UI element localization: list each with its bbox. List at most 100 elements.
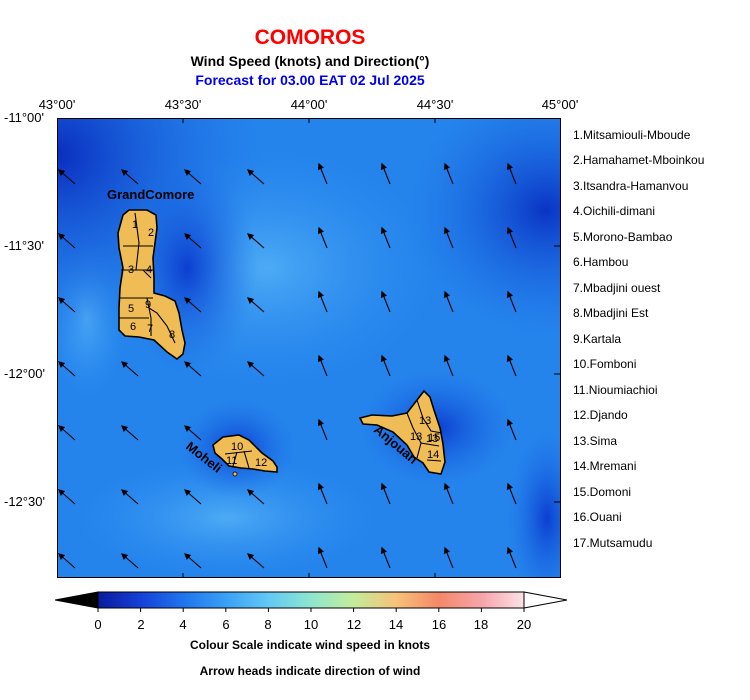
wind-arrow	[317, 418, 328, 441]
legend-item: 14.Mremani	[573, 459, 637, 473]
legend-item: 3.Itsandra-Hamanvou	[573, 179, 689, 193]
forecast-time: Forecast for 03.00 EAT 02 Jul 2025	[195, 72, 425, 88]
wind-arrow	[380, 226, 391, 249]
wind-arrow	[506, 290, 517, 313]
wind-arrow	[121, 425, 139, 441]
colour-bar-tick-label: 8	[264, 617, 272, 632]
wind-arrow	[443, 162, 454, 185]
colour-bar-tick-label: 0	[94, 617, 102, 632]
region-number: 14	[427, 449, 439, 461]
longitude-label: 43°30'	[164, 97, 202, 112]
legend-item: 15.Domoni	[573, 485, 632, 499]
wind-arrow	[247, 233, 265, 249]
region-number: 11	[226, 455, 237, 467]
strong-wind-area	[507, 428, 561, 578]
colour-bar	[55, 591, 568, 612]
colour-bar-tick-label: 10	[303, 617, 319, 632]
colour-bar-gradient	[97, 591, 525, 609]
arrow-caption: Arrow heads indicate direction of wind	[199, 664, 421, 678]
longitude-label: 45°00'	[541, 97, 579, 112]
wind-arrow	[184, 169, 202, 185]
longitude-label: 44°30'	[416, 97, 454, 112]
wind-arrow	[184, 361, 202, 377]
legend-item: 5.Morono-Bambao	[573, 230, 673, 244]
colour-scale-caption: Colour Scale indicate wind speed in knot…	[189, 638, 431, 652]
region-number: 1	[132, 219, 138, 231]
wind-arrow	[380, 290, 391, 313]
wind-arrow	[247, 297, 265, 313]
region-number: 3	[128, 264, 134, 276]
wind-arrow	[443, 354, 454, 377]
wind-arrow	[58, 361, 76, 377]
colour-bar-low-end	[55, 591, 99, 609]
wind-arrow	[506, 162, 517, 185]
latitude-label: -11°30'	[4, 238, 44, 253]
wind-arrow	[317, 482, 328, 505]
wind-arrow	[58, 425, 76, 441]
wind-arrow	[247, 489, 265, 505]
district-borders	[406, 399, 443, 462]
region-number: 13	[419, 415, 431, 427]
map-subtitle: Wind Speed (knots) and Direction(°)	[190, 53, 430, 69]
wind-arrow	[184, 297, 202, 313]
colour-bar-ticks	[97, 608, 525, 612]
latitude-label: -11°00'	[4, 110, 44, 125]
wind-arrow	[317, 546, 328, 569]
colour-bar-tick-label: 20	[516, 617, 532, 632]
latitude-label: -12°30'	[4, 494, 45, 509]
wind-arrow	[58, 489, 76, 505]
wind-arrow	[380, 546, 391, 569]
district-borders	[119, 212, 176, 344]
grand-comore-island	[117, 209, 186, 361]
wind-arrow	[506, 418, 517, 441]
region-number: 7	[147, 323, 153, 335]
legend-item: 17.Mutsamudu	[573, 536, 653, 550]
region-number: 4	[146, 264, 152, 276]
region-number: 5	[128, 303, 134, 315]
wind-arrow	[317, 354, 328, 377]
region-number: 13	[410, 431, 422, 443]
legend-item: 4.Oichili-dimani	[573, 204, 656, 218]
wind-arrow	[247, 553, 265, 569]
islet	[232, 471, 238, 477]
region-number: 10	[231, 441, 243, 453]
wind-arrow	[443, 546, 454, 569]
colour-bar-tick-label: 18	[473, 617, 489, 632]
wind-arrow	[184, 425, 202, 441]
wind-arrow	[184, 233, 202, 249]
map-title: COMOROS	[254, 26, 366, 49]
district-borders	[224, 450, 253, 469]
wind-arrow	[58, 297, 76, 313]
wind-arrow	[443, 482, 454, 505]
anjouan-island	[358, 389, 446, 475]
wind-map: 1 2 3 4 5 6 7 8 9 GrandComore 10 11 12 M…	[57, 118, 561, 578]
wind-arrows	[58, 162, 517, 569]
wind-arrow	[121, 553, 139, 569]
wind-arrow	[380, 162, 391, 185]
wind-arrow	[317, 226, 328, 249]
wind-arrow	[58, 553, 76, 569]
wind-arrow	[317, 290, 328, 313]
wind-arrow	[380, 354, 391, 377]
legend-item: 12.Djando	[573, 408, 628, 422]
region-number: 12	[255, 457, 267, 469]
colour-bar-tick-label: 6	[222, 617, 230, 632]
region-number: 13	[426, 433, 438, 445]
colour-bar-tick-label: 4	[179, 617, 187, 632]
wind-arrow	[506, 354, 517, 377]
legend-item: 10.Fomboni	[573, 357, 637, 371]
colour-bar-tick-label: 14	[388, 617, 404, 632]
region-number: 15	[428, 432, 440, 444]
legend-item: 8.Mbadjini Est	[573, 306, 649, 320]
wind-arrow	[121, 361, 139, 377]
legend-item: 13.Sima	[573, 434, 618, 448]
legend-item: 2.Hamahamet-Mboinkou	[573, 153, 705, 167]
latitude-label: -12°00'	[4, 366, 45, 381]
axis-ticks	[57, 118, 561, 578]
wind-arrow	[506, 546, 517, 569]
wind-arrow	[317, 162, 328, 185]
legend-item: 9.Kartala	[573, 332, 622, 346]
region-number: 6	[130, 321, 136, 333]
colour-bar-tick-label: 2	[137, 617, 145, 632]
wind-arrow	[184, 553, 202, 569]
